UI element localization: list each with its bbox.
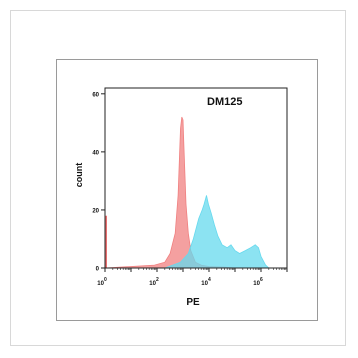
x-axis-label: PE	[186, 297, 200, 308]
sample-label: DM125	[207, 96, 242, 108]
x-tick-label: 104	[201, 277, 211, 287]
plot-layer	[104, 116, 270, 269]
y-tick-label: 20	[92, 208, 99, 214]
x-tick-label: 102	[149, 277, 159, 287]
axes-layer: 0 20 40 60 100 102 104 106	[92, 87, 288, 287]
y-tick-label: 40	[92, 150, 99, 156]
x-tick-label: 100	[97, 277, 107, 287]
y-tick-label: 60	[92, 92, 99, 98]
plot-frame	[104, 87, 288, 269]
y-axis-label: count	[74, 163, 84, 188]
x-tick-label: 106	[253, 277, 263, 287]
y-tick-label: 0	[96, 267, 100, 273]
chart-panel	[56, 59, 318, 321]
series-area-2	[164, 195, 270, 269]
